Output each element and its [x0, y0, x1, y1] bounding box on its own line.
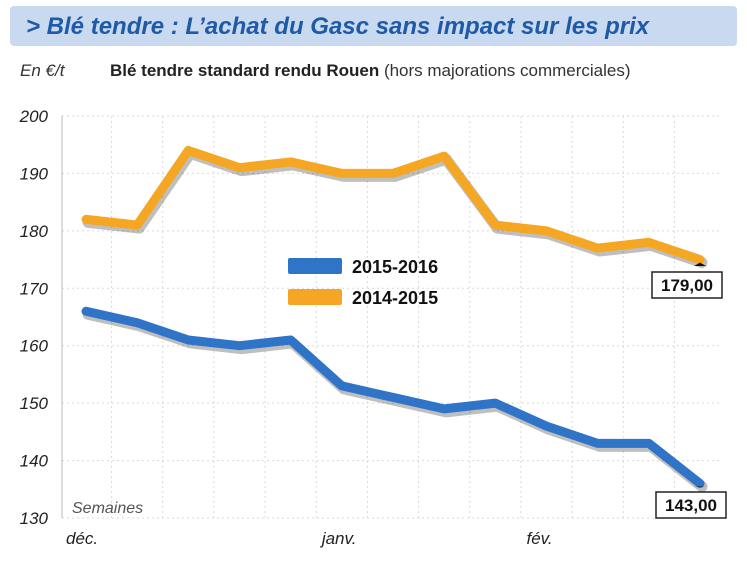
y-tick-label: 180	[20, 222, 49, 241]
annotation-box	[655, 491, 727, 519]
plot-area	[62, 116, 722, 518]
legend-label: 2014-2015	[352, 288, 438, 308]
x-tick-label: fév.	[527, 529, 553, 548]
legend-swatch	[288, 289, 342, 305]
annotation-pointer	[694, 262, 706, 266]
x-axis-label: Semaines	[72, 500, 143, 517]
y-tick-label: 130	[20, 509, 49, 528]
annotation-box	[651, 271, 723, 299]
annotation-label: 143,00	[665, 496, 717, 515]
chart-header: En €/t Blé tendre standard rendu Rouen (…	[0, 61, 747, 85]
y-tick-label: 190	[20, 164, 49, 183]
chart-title-main: Blé tendre standard rendu Rouen	[110, 61, 380, 80]
y-tick-label: 170	[20, 279, 49, 298]
y-tick-label: 160	[20, 337, 49, 356]
x-tick-label: janv.	[320, 529, 357, 548]
title-banner: > Blé tendre : L’achat du Gasc sans impa…	[10, 6, 737, 46]
chart-subtitle: (hors majorations commerciales)	[383, 61, 631, 80]
y-tick-label: 140	[20, 452, 49, 471]
banner-title: > Blé tendre : L’achat du Gasc sans impa…	[26, 13, 650, 40]
series-line-2015-2016	[81, 306, 705, 489]
annotation-pointer	[694, 486, 706, 487]
series-line-2014-2015	[81, 145, 705, 265]
chart-title: Blé tendre standard rendu Rouen (hors ma…	[110, 61, 631, 81]
legend-swatch	[288, 258, 342, 274]
y-tick-label: 150	[20, 394, 49, 413]
y-tick-label: 200	[19, 107, 49, 126]
legend-label: 2015-2016	[352, 257, 438, 277]
annotation-label: 179,00	[661, 276, 713, 295]
x-tick-label: déc.	[66, 529, 98, 548]
unit-label: En €/t	[20, 61, 65, 80]
